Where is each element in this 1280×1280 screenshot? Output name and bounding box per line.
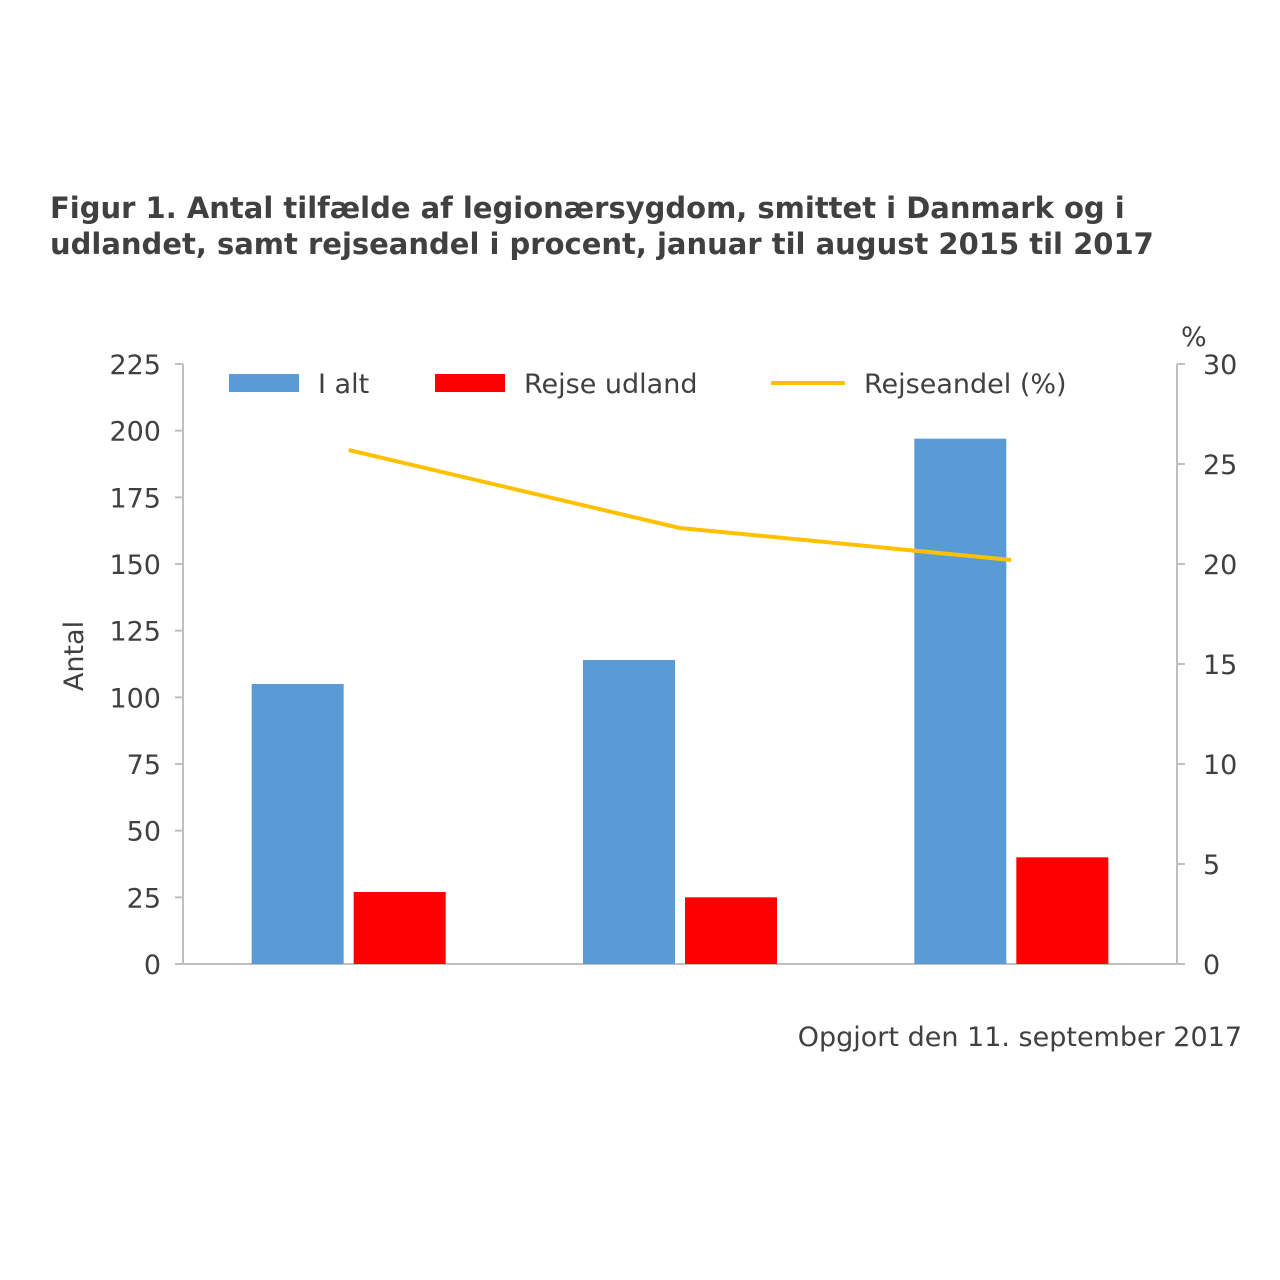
left-tick-label: 150 bbox=[109, 550, 161, 581]
axes: 0 25 50 75 100 125 150 175 200 225 0 5 10 15 20 25 30 Ant… bbox=[59, 322, 1237, 981]
right-tick-label: 0 bbox=[1203, 950, 1220, 981]
line-rejseandel bbox=[348, 448, 1012, 562]
bar-rejse-udland bbox=[353, 892, 446, 964]
left-tick-label: 0 bbox=[144, 950, 161, 981]
left-tick-label: 100 bbox=[109, 683, 161, 714]
bars bbox=[251, 438, 1109, 965]
bar-i-alt bbox=[251, 684, 344, 964]
chart-title: Figur 1. Antal tilfælde af legionærsygdo… bbox=[50, 190, 1230, 262]
legend-label-i-alt: I alt bbox=[318, 369, 369, 400]
left-tick-label: 50 bbox=[127, 817, 161, 848]
left-tick-label: 75 bbox=[127, 750, 161, 781]
legend-swatch-rejse-udland bbox=[435, 374, 505, 392]
bar-rejse-udland bbox=[685, 897, 777, 964]
chart-title-line-1: Figur 1. Antal tilfælde af legionærsygdo… bbox=[50, 191, 1125, 225]
right-tick-label: 25 bbox=[1203, 450, 1237, 481]
legend-swatch-i-alt bbox=[229, 374, 299, 392]
right-tick-label: 5 bbox=[1203, 850, 1220, 881]
legend: I alt Rejse udland Rejseandel (%) bbox=[229, 369, 1067, 400]
y2-axis-title: % bbox=[1181, 322, 1207, 353]
footnote: Opgjort den 11. september 2017 bbox=[797, 1022, 1242, 1053]
bar-rejse-udland bbox=[1016, 857, 1109, 964]
y-axis-title: Antal bbox=[59, 621, 90, 691]
chart-title-line-2: udlandet, samt rejseandel i procent, jan… bbox=[50, 227, 1154, 261]
left-tick-label: 25 bbox=[127, 883, 161, 914]
right-tick-label: 20 bbox=[1203, 550, 1237, 581]
right-tick-label: 15 bbox=[1203, 650, 1237, 681]
lines bbox=[348, 448, 1012, 562]
right-tick-label: 30 bbox=[1203, 350, 1237, 381]
left-tick-label: 175 bbox=[109, 483, 161, 514]
left-tick-label: 200 bbox=[109, 417, 161, 448]
legend-label-rejse-udland: Rejse udland bbox=[524, 369, 697, 400]
legend-label-rejseandel: Rejseandel (%) bbox=[864, 369, 1067, 400]
bar-i-alt bbox=[583, 660, 675, 964]
bar-i-alt bbox=[914, 438, 1007, 965]
right-tick-label: 10 bbox=[1203, 750, 1237, 781]
left-tick-label: 125 bbox=[109, 617, 161, 648]
left-tick-label: 225 bbox=[109, 350, 161, 381]
